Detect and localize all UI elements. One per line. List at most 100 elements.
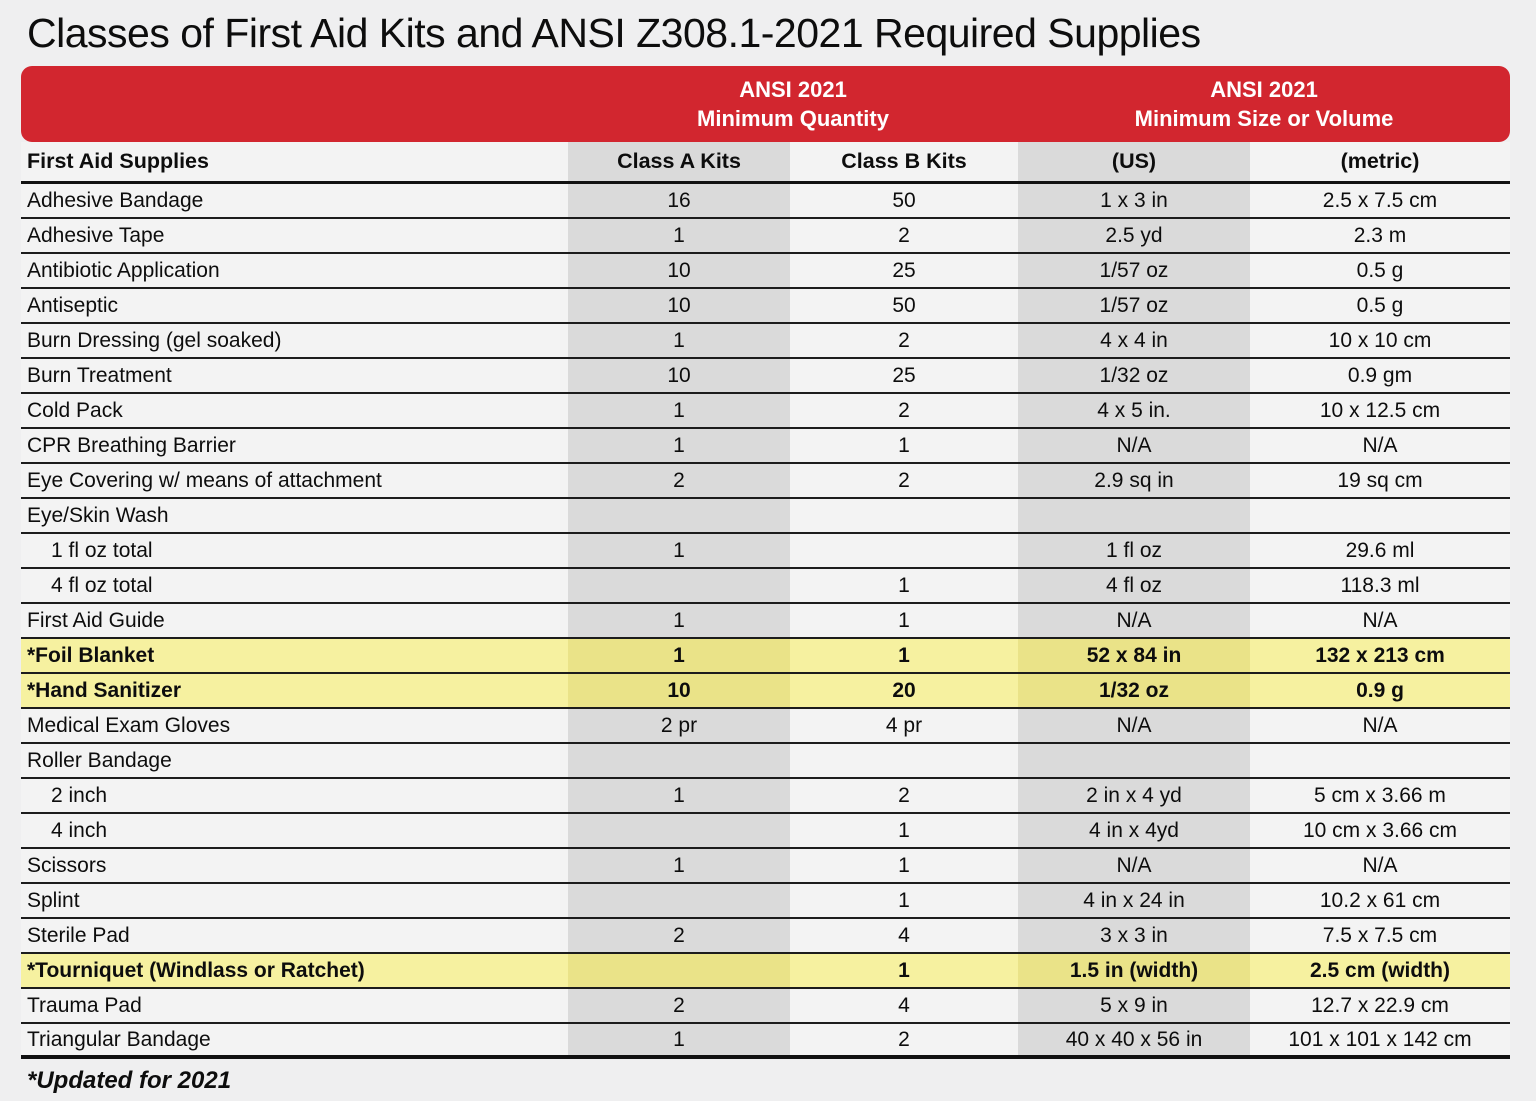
class-b-qty-cell: 25: [790, 254, 1018, 287]
metric-size-cell: N/A: [1250, 709, 1510, 742]
class-b-qty-cell: 4: [790, 989, 1018, 1022]
table-row: First Aid Guide 1 1 N/A N/A: [21, 604, 1510, 639]
supply-name-cell: CPR Breathing Barrier: [21, 429, 568, 462]
class-b-qty-cell: 2: [790, 1024, 1018, 1055]
class-b-qty-cell: 2: [790, 779, 1018, 812]
table-row: Cold Pack 1 2 4 x 5 in. 10 x 12.5 cm: [21, 394, 1510, 429]
class-a-qty-cell: 10: [568, 254, 790, 287]
class-a-qty-cell: 10: [568, 674, 790, 707]
class-a-qty-cell: [568, 954, 790, 987]
class-a-qty-cell: 2: [568, 919, 790, 952]
supply-name-cell: First Aid Guide: [21, 604, 568, 637]
metric-size-cell: 10 cm x 3.66 cm: [1250, 814, 1510, 847]
supply-name-cell: 4 fl oz total: [21, 569, 568, 602]
class-b-qty-cell: 4: [790, 919, 1018, 952]
banner-size-line1: ANSI 2021: [1210, 77, 1318, 102]
supply-name-cell: *Hand Sanitizer: [21, 674, 568, 707]
table-row: Triangular Bandage 1 2 40 x 40 x 56 in 1…: [21, 1024, 1510, 1059]
column-header-us: (US): [1018, 142, 1250, 181]
us-size-cell: N/A: [1018, 429, 1250, 462]
class-b-qty-cell: 1: [790, 954, 1018, 987]
class-a-qty-cell: 2 pr: [568, 709, 790, 742]
us-size-cell: [1018, 744, 1250, 777]
us-size-cell: 2 in x 4 yd: [1018, 779, 1250, 812]
class-b-qty-cell: 1: [790, 604, 1018, 637]
supply-name-cell: *Foil Blanket: [21, 639, 568, 672]
metric-size-cell: 118.3 ml: [1250, 569, 1510, 602]
metric-size-cell: 10.2 x 61 cm: [1250, 884, 1510, 917]
metric-size-cell: 2.5 cm (width): [1250, 954, 1510, 987]
table-row: CPR Breathing Barrier 1 1 N/A N/A: [21, 429, 1510, 464]
class-a-qty-cell: 10: [568, 289, 790, 322]
class-a-qty-cell: 1: [568, 639, 790, 672]
class-b-qty-cell: 2: [790, 394, 1018, 427]
metric-size-cell: N/A: [1250, 849, 1510, 882]
us-size-cell: 1/57 oz: [1018, 254, 1250, 287]
supply-name-cell: Antiseptic: [21, 289, 568, 322]
metric-size-cell: 0.5 g: [1250, 289, 1510, 322]
banner-size-group: ANSI 2021 Minimum Size or Volume: [1018, 75, 1510, 133]
table-row: Burn Dressing (gel soaked) 1 2 4 x 4 in …: [21, 324, 1510, 359]
class-a-qty-cell: 10: [568, 359, 790, 392]
metric-size-cell: 10 x 12.5 cm: [1250, 394, 1510, 427]
table-row: *Hand Sanitizer 10 20 1/32 oz 0.9 g: [21, 674, 1510, 709]
metric-size-cell: 12.7 x 22.9 cm: [1250, 989, 1510, 1022]
supply-name-cell: Sterile Pad: [21, 919, 568, 952]
metric-size-cell: 2.5 x 7.5 cm: [1250, 184, 1510, 217]
table-row: Medical Exam Gloves 2 pr 4 pr N/A N/A: [21, 709, 1510, 744]
class-b-qty-cell: [790, 744, 1018, 777]
class-b-qty-cell: 1: [790, 814, 1018, 847]
us-size-cell: 1/32 oz: [1018, 674, 1250, 707]
supply-name-cell: Adhesive Tape: [21, 219, 568, 252]
class-a-qty-cell: 1: [568, 394, 790, 427]
class-b-qty-cell: [790, 499, 1018, 532]
table-row: Sterile Pad 2 4 3 x 3 in 7.5 x 7.5 cm: [21, 919, 1510, 954]
class-b-qty-cell: 2: [790, 219, 1018, 252]
class-a-qty-cell: 1: [568, 429, 790, 462]
class-a-qty-cell: [568, 814, 790, 847]
us-size-cell: 1 x 3 in: [1018, 184, 1250, 217]
us-size-cell: 5 x 9 in: [1018, 989, 1250, 1022]
table-row: Antibiotic Application 10 25 1/57 oz 0.5…: [21, 254, 1510, 289]
table-row: Burn Treatment 10 25 1/32 oz 0.9 gm: [21, 359, 1510, 394]
class-a-qty-cell: 1: [568, 534, 790, 567]
class-a-qty-cell: 16: [568, 184, 790, 217]
table-row: Roller Bandage: [21, 744, 1510, 779]
table-row: *Tourniquet (Windlass or Ratchet) 1 1.5 …: [21, 954, 1510, 989]
us-size-cell: [1018, 499, 1250, 532]
metric-size-cell: 0.9 gm: [1250, 359, 1510, 392]
us-size-cell: N/A: [1018, 709, 1250, 742]
table-row: Eye Covering w/ means of attachment 2 2 …: [21, 464, 1510, 499]
class-b-qty-cell: [790, 534, 1018, 567]
class-a-qty-cell: [568, 744, 790, 777]
metric-size-cell: [1250, 499, 1510, 532]
us-size-cell: 4 x 5 in.: [1018, 394, 1250, 427]
metric-size-cell: 0.5 g: [1250, 254, 1510, 287]
column-header-class-a: Class A Kits: [568, 142, 790, 181]
supply-name-cell: *Tourniquet (Windlass or Ratchet): [21, 954, 568, 987]
table-row: 1 fl oz total 1 1 fl oz 29.6 ml: [21, 534, 1510, 569]
metric-size-cell: 19 sq cm: [1250, 464, 1510, 497]
class-a-qty-cell: [568, 884, 790, 917]
column-header-class-b: Class B Kits: [790, 142, 1018, 181]
us-size-cell: 2.5 yd: [1018, 219, 1250, 252]
metric-size-cell: 5 cm x 3.66 m: [1250, 779, 1510, 812]
class-a-qty-cell: 1: [568, 604, 790, 637]
banner-quantity-line2: Minimum Quantity: [697, 106, 889, 131]
supply-name-cell: 4 inch: [21, 814, 568, 847]
us-size-cell: N/A: [1018, 604, 1250, 637]
us-size-cell: 52 x 84 in: [1018, 639, 1250, 672]
class-a-qty-cell: 2: [568, 989, 790, 1022]
table-row: Antiseptic 10 50 1/57 oz 0.5 g: [21, 289, 1510, 324]
class-b-qty-cell: 1: [790, 849, 1018, 882]
class-b-qty-cell: 2: [790, 464, 1018, 497]
supply-name-cell: 1 fl oz total: [21, 534, 568, 567]
class-b-qty-cell: 20: [790, 674, 1018, 707]
metric-size-cell: [1250, 744, 1510, 777]
table-row: Adhesive Tape 1 2 2.5 yd 2.3 m: [21, 219, 1510, 254]
class-b-qty-cell: 4 pr: [790, 709, 1018, 742]
supply-name-cell: Trauma Pad: [21, 989, 568, 1022]
table-row: 4 fl oz total 1 4 fl oz 118.3 ml: [21, 569, 1510, 604]
us-size-cell: 1/57 oz: [1018, 289, 1250, 322]
supply-name-cell: Medical Exam Gloves: [21, 709, 568, 742]
